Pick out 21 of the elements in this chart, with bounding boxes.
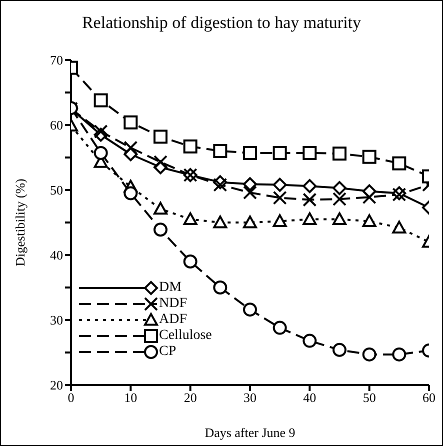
x-tick-label: 30: [244, 390, 256, 406]
y-tick-label: 70: [50, 52, 63, 68]
y-tick-label: 40: [50, 248, 63, 263]
x-tick-label: 50: [362, 390, 376, 406]
x-tick-label: 40: [303, 390, 316, 406]
x-tick-label: 0: [68, 390, 74, 406]
y-tick-label: 60: [50, 118, 63, 133]
legend-label: ADF: [159, 312, 188, 328]
legend-label: DM: [159, 280, 182, 296]
chart-title: Relationship of digestion to hay maturity: [80, 13, 362, 33]
x-tick-label: 60: [422, 390, 436, 406]
legend-label: CP: [159, 344, 176, 360]
x-tick-label: 10: [124, 390, 138, 406]
x-axis-title: Days after June 9: [204, 425, 296, 440]
legend-label: NDF: [159, 296, 188, 312]
y-axis-title: Digestibility (%): [12, 178, 28, 266]
y-tick-label: 20: [50, 378, 63, 393]
y-tick-label: 50: [50, 182, 63, 198]
legend-label: Cellulose: [159, 328, 212, 344]
x-tick-label: 20: [184, 390, 197, 406]
y-tick-label: 30: [50, 312, 63, 328]
